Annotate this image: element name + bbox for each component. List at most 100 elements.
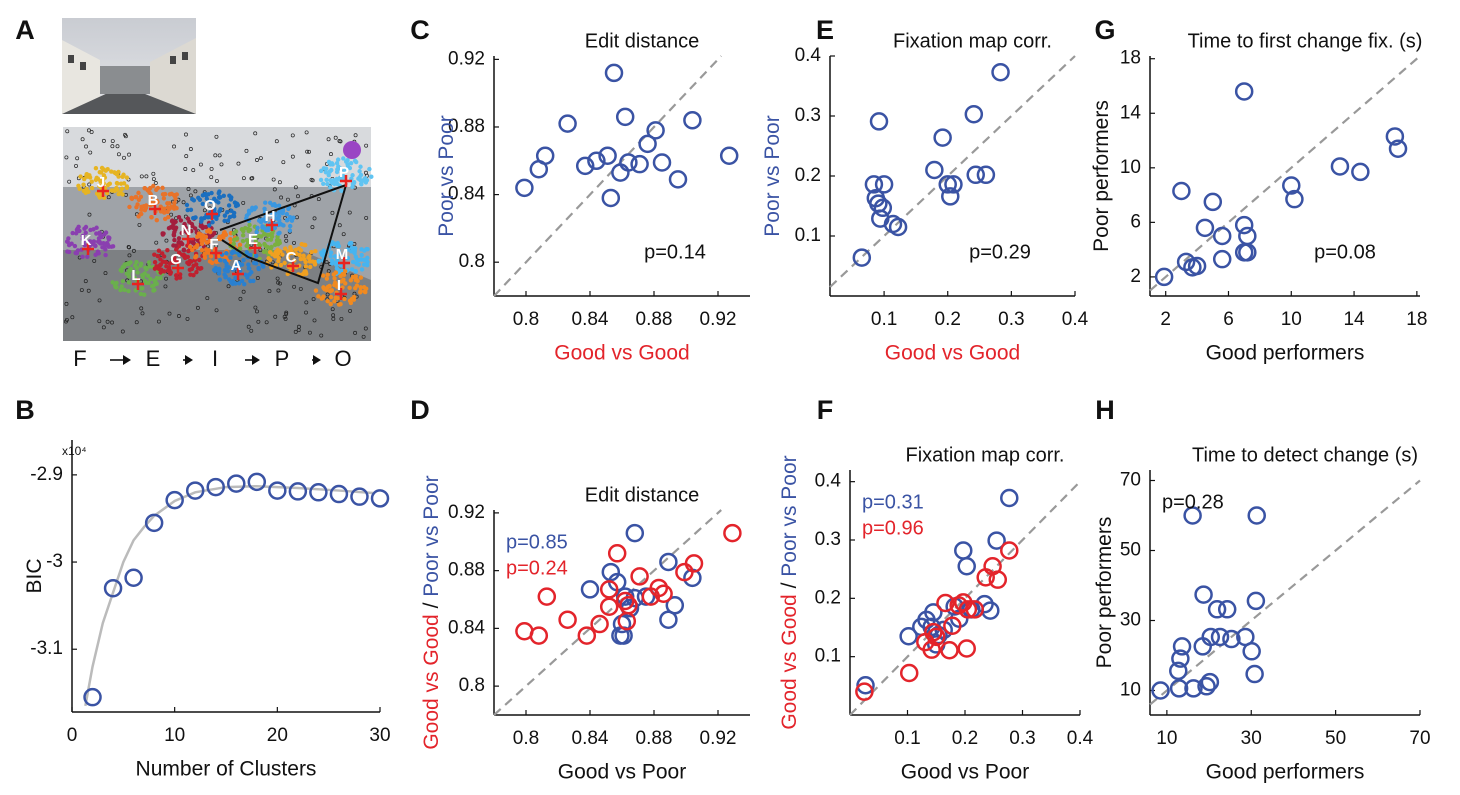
cluster-fixation [190, 247, 195, 253]
cluster-fixation [226, 277, 232, 282]
cluster-fixation [185, 254, 191, 260]
cluster-fixation [227, 193, 232, 198]
y-tick-label: 0.3 [795, 105, 821, 126]
background-fixation [64, 317, 69, 322]
background-fixation [331, 316, 336, 321]
cluster-fixation [97, 183, 102, 189]
cluster-fixation [206, 248, 212, 253]
background-fixation [281, 160, 286, 165]
cluster-fixation [110, 188, 116, 193]
cluster-fixation [217, 277, 223, 282]
cluster-fixation [102, 243, 108, 249]
x-tick-label: 10 [1156, 728, 1177, 749]
cluster-fixation [224, 250, 229, 256]
data-point [988, 570, 1008, 589]
cluster-fixation [103, 252, 108, 258]
cluster-fixation [237, 263, 242, 268]
cluster-fixation [195, 266, 201, 271]
cluster-fixation [138, 263, 143, 268]
background-fixation [277, 180, 282, 185]
data-point [922, 640, 941, 659]
data-point [927, 627, 946, 647]
x-axis-label: Good vs Good [554, 342, 689, 365]
cluster-fixation [74, 251, 80, 256]
data-point [936, 593, 955, 613]
background-fixation [258, 156, 263, 161]
background-fixation [293, 329, 298, 334]
background-fixation [84, 144, 88, 149]
cluster-fixation [135, 270, 140, 275]
background-fixation [361, 334, 366, 339]
cluster-fixation [350, 173, 355, 178]
data-point [944, 175, 963, 194]
cluster-fixation [142, 271, 147, 276]
y-axis-label-part: Poor vs Poor [761, 115, 784, 236]
background-fixation [283, 234, 288, 239]
cluster-fixation [329, 180, 335, 186]
cluster-fixation [359, 182, 364, 187]
background-fixation [213, 153, 218, 158]
cluster-fixation [224, 261, 229, 266]
x-tick-label: 0.84 [572, 728, 609, 749]
centroid [97, 185, 109, 197]
cluster-fixation [162, 216, 168, 222]
cluster-fixation [126, 288, 131, 294]
cluster-fixation [365, 259, 370, 265]
cluster-fixation [154, 264, 159, 269]
data-point [1200, 672, 1220, 692]
cluster-fixation [120, 265, 125, 270]
cluster-fixation [83, 190, 88, 196]
cluster-label: I [337, 277, 341, 294]
cluster-fixation [251, 278, 256, 284]
cluster-fixation [322, 286, 327, 292]
cluster-fixation [273, 211, 278, 217]
data-point [874, 175, 894, 194]
cluster-fixation [98, 170, 104, 175]
x-tick-label: 0.2 [935, 309, 961, 330]
x-axis-label: Good vs Poor [901, 761, 1029, 784]
centroid [340, 175, 352, 187]
background-fixation [298, 286, 303, 291]
data-point [1184, 679, 1203, 698]
cluster-fixation [325, 298, 330, 304]
cluster-fixation [118, 287, 123, 293]
y-multiplier: x10⁴ [62, 444, 87, 458]
cluster-fixation [282, 246, 288, 251]
p-value: p=0.14 [644, 241, 706, 263]
background-fixation [164, 276, 168, 281]
cluster-fixation [149, 214, 154, 220]
cluster-fixation [332, 254, 338, 259]
data-point [1238, 243, 1257, 262]
y-tick-label: 18 [1120, 48, 1141, 69]
data-point [1154, 267, 1174, 287]
background-fixation [83, 279, 88, 284]
x-tick-label: 20 [267, 725, 288, 746]
background-fixation [106, 195, 111, 200]
cluster-fixation [152, 252, 157, 257]
y-tick-label: 0.8 [459, 251, 485, 272]
cluster-fixation [216, 236, 222, 242]
x-tick-label: 0.8 [513, 309, 539, 330]
cluster-fixation [240, 233, 246, 238]
scan-path [219, 183, 348, 285]
data-point [852, 248, 872, 267]
background-fixation [270, 260, 275, 265]
background-fixation [186, 187, 191, 191]
y-tick-label: 0.1 [815, 646, 841, 667]
data-point [1285, 189, 1304, 209]
cluster-fixation [142, 292, 147, 297]
cluster-fixation [77, 186, 82, 191]
cluster-fixation [132, 275, 138, 281]
cluster-fixation [273, 249, 279, 255]
chart-title: Fixation map corr. [906, 444, 1065, 466]
cluster-fixation [358, 285, 363, 290]
cluster-fixation [277, 218, 282, 223]
sequence-item: E [146, 346, 161, 371]
x-tick-label: 50 [1325, 728, 1346, 749]
cluster-fixation [353, 285, 358, 291]
background-fixation [253, 131, 258, 136]
background-fixation [87, 212, 92, 217]
data-point [1351, 162, 1370, 182]
cluster-fixation [72, 243, 78, 249]
cluster-fixation [126, 280, 132, 285]
